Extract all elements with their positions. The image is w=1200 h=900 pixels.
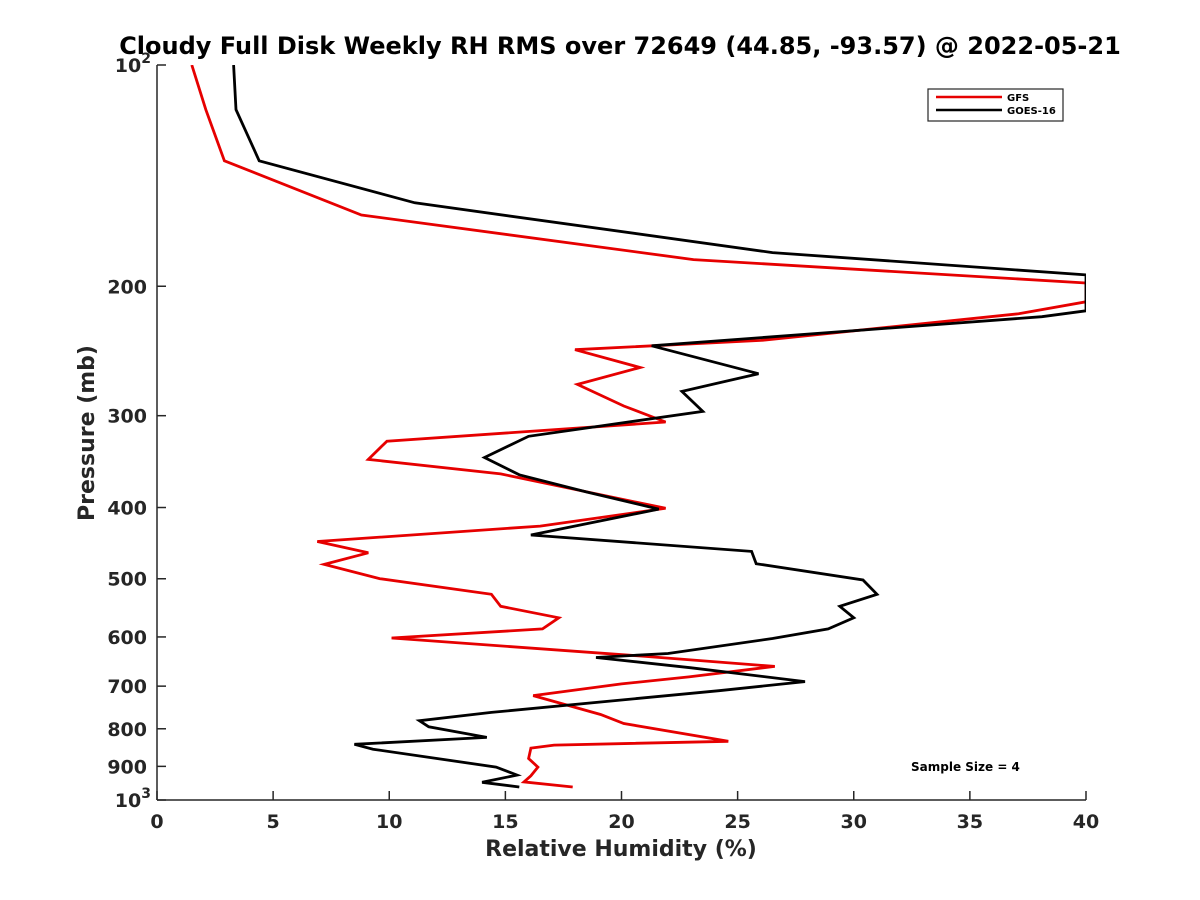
chart-title: Cloudy Full Disk Weekly RH RMS over 7264… — [119, 32, 1121, 60]
x-axis-ticks: 0 5 10 15 20 25 30 35 40 — [150, 791, 1099, 833]
y-tick-label: 800 — [107, 719, 147, 741]
x-tick-label: 30 — [841, 811, 867, 833]
legend: GFS GOES-16 — [927, 88, 1064, 122]
x-tick-label: 5 — [267, 811, 280, 833]
y-tick-label: 900 — [107, 756, 147, 778]
y-tick-label: 400 — [107, 498, 147, 520]
legend-box — [927, 88, 1064, 122]
y-tick-label: 102 — [115, 51, 151, 77]
legend-label-gfs: GFS — [1007, 93, 1029, 104]
legend-label-goes16: GOES-16 — [1007, 106, 1056, 117]
x-tick-label: 40 — [1073, 811, 1099, 833]
series-line-gfs — [190, 65, 1086, 789]
y-tick-label: 103 — [115, 786, 151, 812]
y-axis-label: Pressure (mb) — [75, 345, 100, 521]
x-tick-label: 15 — [492, 811, 518, 833]
y-tick-label: 300 — [107, 406, 147, 428]
sample-size-annotation: Sample Size = 4 — [911, 760, 1020, 774]
x-tick-label: 0 — [150, 811, 163, 833]
x-tick-label: 35 — [957, 811, 983, 833]
y-tick-label: 200 — [107, 276, 147, 298]
series-line-goes-16 — [232, 65, 1086, 789]
y-tick-label: 600 — [107, 627, 147, 649]
x-tick-label: 25 — [724, 811, 750, 833]
y-tick-label: 700 — [107, 676, 147, 698]
x-tick-label: 20 — [608, 811, 634, 833]
x-axis-label: Relative Humidity (%) — [485, 837, 757, 862]
y-tick-label: 500 — [107, 569, 147, 591]
series-layer — [190, 65, 1086, 789]
y-axis-ticks: 102 200 300 400 500 600 700 800 900 103 — [107, 51, 166, 812]
x-tick-label: 10 — [376, 811, 402, 833]
